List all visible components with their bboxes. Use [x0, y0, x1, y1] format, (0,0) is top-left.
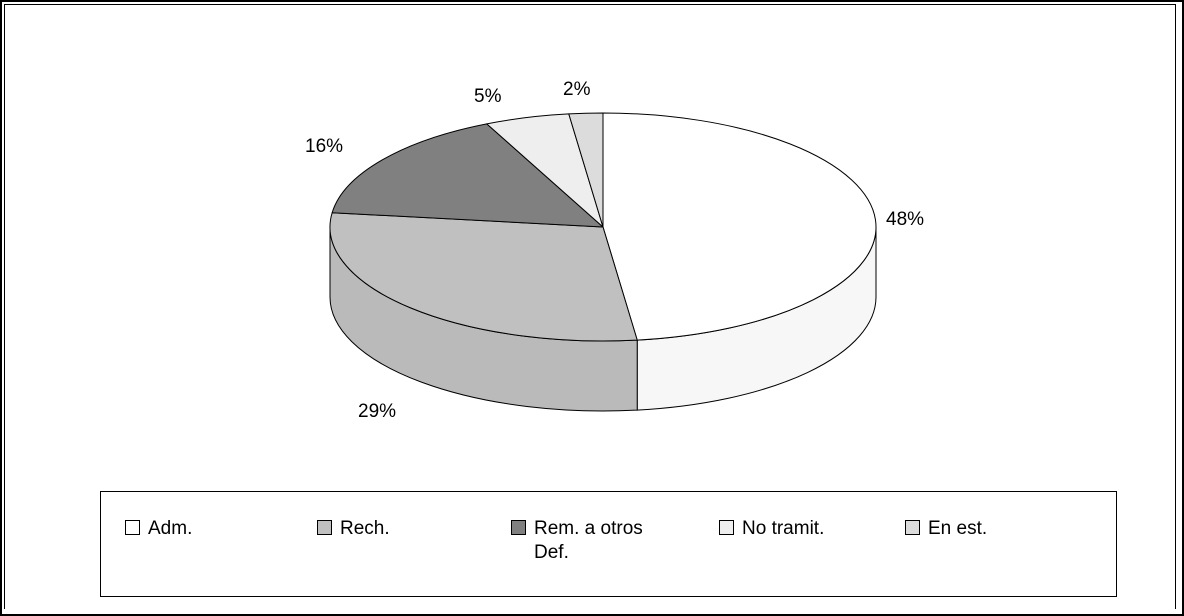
legend-item-rem: Rem. a otros Def. — [511, 517, 643, 565]
slice-rech — [329, 212, 638, 342]
chart-legend: Adm. Rech. Rem. a otros Def. No tramit. … — [100, 491, 1117, 597]
legend-label: No tramit. — [742, 518, 825, 539]
legend-swatch — [905, 520, 920, 535]
pct-label-rem: 16% — [305, 136, 344, 157]
slice-adm — [602, 112, 877, 341]
legend-label: Adm. — [148, 518, 193, 539]
pct-label-enest: 2% — [563, 79, 591, 100]
slice-rem — [331, 123, 604, 228]
legend-swatch — [317, 520, 332, 535]
legend-label: Rem. a otros Def. — [534, 517, 643, 565]
legend-item-adm: Adm. — [125, 517, 192, 541]
legend-label-line1: Rem. a otros — [534, 518, 643, 539]
legend-item-rech: Rech. — [317, 517, 390, 541]
pct-label-rech: 29% — [358, 401, 397, 422]
legend-label: En est. — [928, 518, 988, 539]
pct-label-notramit: 5% — [474, 86, 502, 107]
slice-enest — [568, 112, 604, 228]
legend-label-line2: Def. — [534, 542, 569, 563]
legend-item-notramit: No tramit. — [719, 517, 824, 541]
legend-swatch — [719, 520, 734, 535]
legend-item-enest: En est. — [905, 517, 987, 541]
pct-label-adm: 48% — [886, 209, 925, 230]
legend-swatch — [125, 520, 140, 535]
legend-swatch — [511, 520, 526, 535]
chart-frame-inner — [4, 4, 1176, 609]
legend-label: Rech. — [340, 518, 390, 539]
